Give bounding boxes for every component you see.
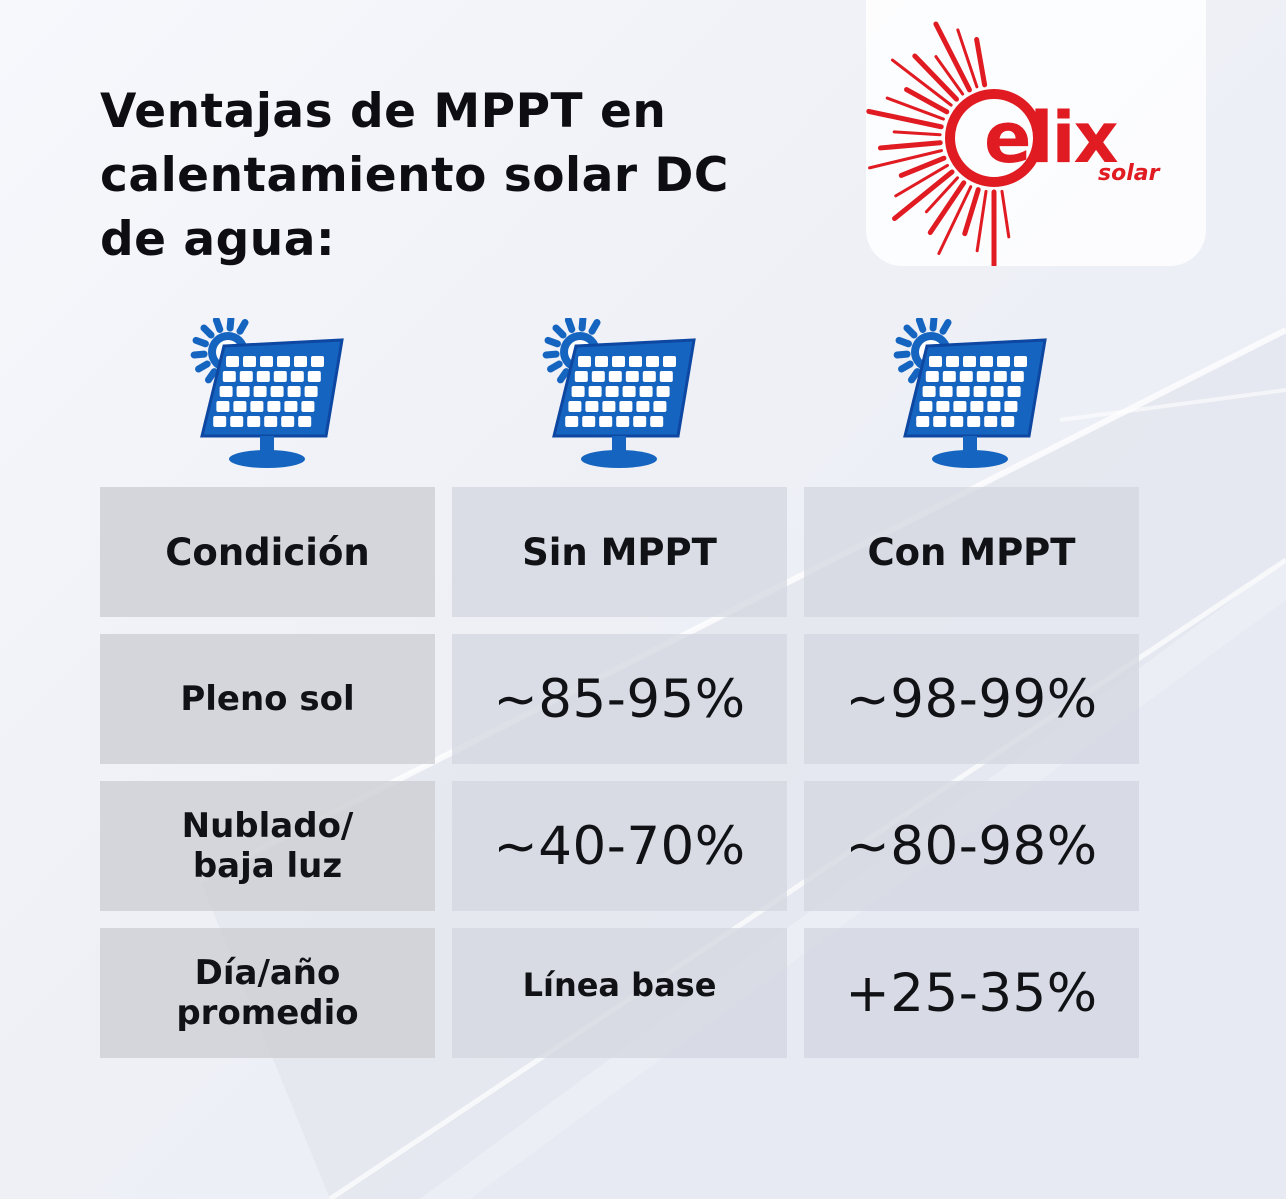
condition-label: promedio — [176, 993, 359, 1033]
sunburst-logo-icon: elix solar — [866, 21, 1161, 266]
page-title: Ventajas de MPPT en calentamiento solar … — [100, 80, 820, 272]
header-con-mppt: Con MPPT — [804, 487, 1139, 617]
header-sin-mppt: Sin MPPT — [452, 487, 787, 617]
row-con-value: ~98-99% — [804, 634, 1139, 764]
row-condition: Nublado/ baja luz — [100, 781, 435, 911]
header-condition: Condición — [100, 487, 435, 617]
solar-panel-sun-icon — [542, 314, 702, 474]
title-line: de agua: — [100, 212, 336, 267]
solar-panel-sun-icon — [893, 314, 1053, 474]
row-con-value: +25-35% — [804, 928, 1139, 1058]
solar-panel-sun-icon — [190, 314, 350, 474]
row-sin-value: ~85-95% — [452, 634, 787, 764]
row-sin-value: Línea base — [452, 928, 787, 1058]
title-line: Ventajas de MPPT en — [100, 84, 667, 139]
logo-sub-text: solar — [1098, 161, 1161, 186]
logo-brand-text: elix — [984, 97, 1118, 179]
condition-label: baja luz — [192, 846, 343, 886]
condition-label: Día/año — [194, 953, 341, 993]
row-sin-value: ~40-70% — [452, 781, 787, 911]
row-condition: Pleno sol — [100, 634, 435, 764]
condition-label: Nublado/ — [181, 806, 354, 846]
row-condition: Día/año promedio — [100, 928, 435, 1058]
row-con-value: ~80-98% — [804, 781, 1139, 911]
title-line: calentamiento solar DC — [100, 148, 729, 203]
brand-logo: elix solar — [866, 0, 1206, 266]
condition-label: Pleno sol — [180, 679, 355, 719]
